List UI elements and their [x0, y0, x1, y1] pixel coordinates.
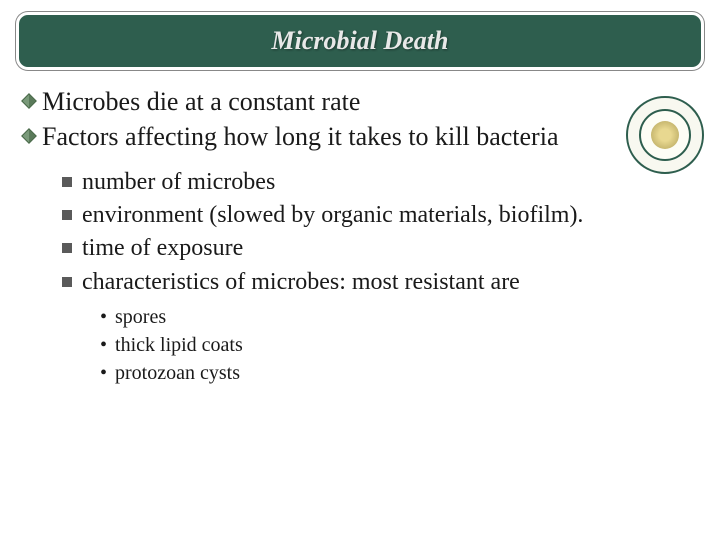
title-bar: Microbial Death [16, 12, 704, 70]
sub-sub-bullet: • protozoan cysts [100, 360, 700, 386]
sub-bullet-list: number of microbes environment (slowed b… [62, 167, 700, 298]
slide-content: Microbes die at a constant rate Factors … [20, 86, 700, 388]
sub-sub-bullet-text: protozoan cysts [115, 360, 240, 386]
main-bullet-text: Microbes die at a constant rate [42, 86, 360, 119]
main-bullet-text: Factors affecting how long it takes to k… [42, 121, 558, 154]
slide-title: Microbial Death [272, 26, 449, 56]
diamond-bullet-icon [20, 92, 38, 110]
dot-bullet-icon: • [100, 304, 107, 330]
sub-sub-bullet-text: thick lipid coats [115, 332, 243, 358]
main-bullet: Factors affecting how long it takes to k… [20, 121, 700, 154]
dot-bullet-icon: • [100, 360, 107, 386]
sub-bullet-text: number of microbes [82, 167, 275, 198]
sub-bullet-text: characteristics of microbes: most resist… [82, 267, 520, 298]
sub-bullet: environment (slowed by organic materials… [62, 200, 700, 231]
sub-sub-bullet: • spores [100, 304, 700, 330]
sub-bullet: characteristics of microbes: most resist… [62, 267, 700, 298]
square-bullet-icon [62, 243, 72, 253]
diamond-bullet-icon [20, 127, 38, 145]
square-bullet-icon [62, 277, 72, 287]
sub-sub-bullet-list: • spores • thick lipid coats • protozoan… [100, 304, 700, 386]
square-bullet-icon [62, 210, 72, 220]
sub-bullet: time of exposure [62, 233, 700, 264]
main-bullet: Microbes die at a constant rate [20, 86, 700, 119]
sub-sub-bullet: • thick lipid coats [100, 332, 700, 358]
sub-sub-bullet-text: spores [115, 304, 166, 330]
square-bullet-icon [62, 177, 72, 187]
sub-bullet-text: environment (slowed by organic materials… [82, 200, 583, 231]
dot-bullet-icon: • [100, 332, 107, 358]
sub-bullet-text: time of exposure [82, 233, 243, 264]
sub-bullet: number of microbes [62, 167, 700, 198]
